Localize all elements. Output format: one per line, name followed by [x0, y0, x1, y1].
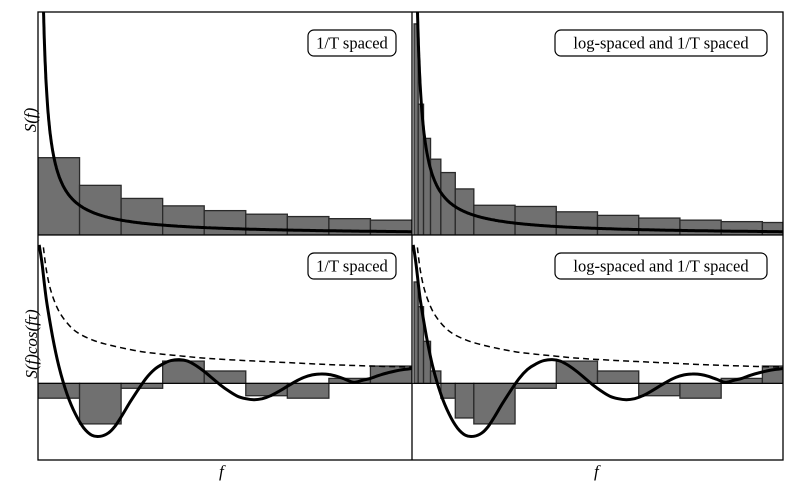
- figure-frame: [37, 11, 784, 461]
- bar: [162, 360, 205, 385]
- bar: [555, 211, 599, 235]
- envelope-curve: [416, 247, 783, 368]
- spectrum-curve: [42, 12, 412, 234]
- panel-title: log-spaced and 1/T spaced: [573, 257, 749, 276]
- bar: [596, 370, 640, 385]
- x-axis-label-right: f: [594, 462, 599, 481]
- bar: [286, 382, 330, 399]
- panel-title-box: [307, 252, 397, 280]
- bar: [78, 382, 122, 425]
- bar: [120, 197, 164, 235]
- bar: [720, 220, 764, 235]
- panel-title: log-spaced and 1/T spaced: [573, 34, 749, 53]
- bar: [162, 205, 205, 235]
- y-axis-label-top: S(f): [21, 107, 40, 133]
- bar: [286, 215, 330, 235]
- bar: [38, 382, 81, 399]
- panel-title-box: [554, 252, 768, 280]
- spectrum-curve: [38, 244, 412, 439]
- bar: [638, 217, 681, 235]
- y-axis-label-bottom: S(f)cos(fτ): [22, 309, 41, 379]
- panel-1: 1/T spaced: [38, 12, 412, 235]
- bar: [514, 382, 557, 389]
- bar: [679, 219, 722, 235]
- bar: [596, 214, 640, 235]
- bar: [514, 205, 557, 235]
- panel-title: 1/T spaced: [316, 34, 388, 53]
- bar: [679, 382, 722, 399]
- bar: [245, 213, 288, 235]
- panel-2: log-spaced and 1/T spaced: [413, 12, 783, 235]
- panel-3: 1/T spaced: [38, 244, 412, 439]
- panel-title: 1/T spaced: [316, 257, 388, 276]
- spectrum-curve: [412, 244, 783, 439]
- bar: [203, 209, 247, 235]
- panel-title-box: [554, 29, 768, 57]
- x-axis-label-left: f: [219, 462, 224, 481]
- panel-title-box: [307, 29, 397, 57]
- bar: [454, 382, 475, 419]
- envelope-curve: [42, 247, 412, 368]
- bar: [38, 157, 81, 235]
- panel-4: log-spaced and 1/T spaced: [412, 244, 783, 439]
- spectrum-curve: [416, 12, 783, 234]
